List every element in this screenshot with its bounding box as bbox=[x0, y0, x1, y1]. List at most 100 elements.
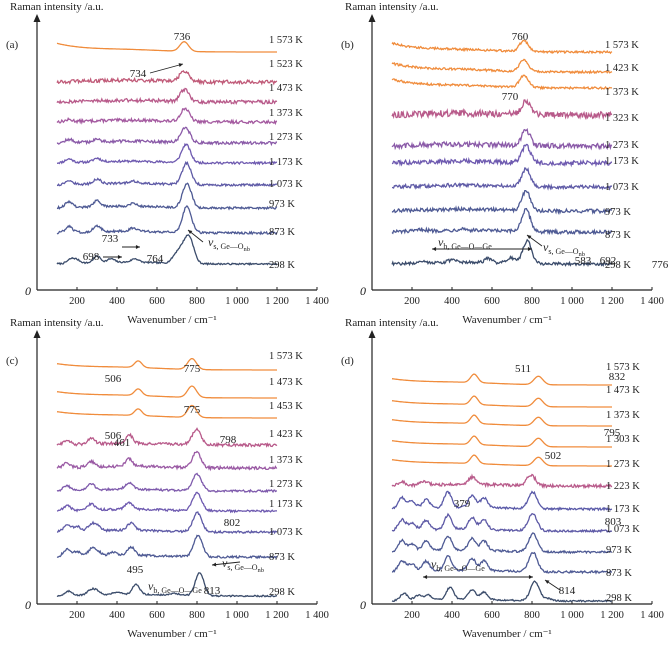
y-origin-label: 0 bbox=[25, 284, 31, 298]
peak-label: 734 bbox=[130, 68, 147, 80]
vibration-mode-label: νs, Ge—Onb bbox=[208, 235, 250, 253]
spectrum-line bbox=[391, 238, 613, 268]
spectrum-line bbox=[56, 233, 278, 267]
spectrum-line bbox=[391, 98, 613, 121]
mode-symbol: ν bbox=[222, 556, 228, 570]
temperature-label: 1 173 K bbox=[605, 156, 639, 167]
temperature-label: 1 373 K bbox=[269, 108, 303, 119]
x-tick-label: 600 bbox=[149, 296, 165, 307]
vibration-mode-label: νb, Ge—O—Ge bbox=[438, 235, 492, 251]
spectrum-line bbox=[391, 454, 612, 467]
annotation-arrowhead bbox=[527, 247, 532, 251]
temperature-label: 298 K bbox=[605, 260, 631, 271]
spectrum-line bbox=[56, 511, 278, 535]
peak-label: 461 bbox=[114, 437, 131, 449]
x-tick-label: 800 bbox=[189, 610, 205, 621]
temperature-label: 298 K bbox=[606, 593, 632, 604]
temperature-label: 1 373 K bbox=[606, 410, 640, 421]
annotation-arrowhead bbox=[527, 235, 532, 239]
temperature-label: 1 223 K bbox=[606, 481, 640, 492]
mode-subscript: b, Ge—O—Ge bbox=[153, 586, 202, 595]
spectrum-line bbox=[56, 450, 278, 472]
spectrum-line bbox=[56, 126, 278, 147]
peak-label: 776 bbox=[652, 259, 668, 271]
temperature-label: 1 523 K bbox=[269, 59, 303, 70]
x-tick-label: 200 bbox=[404, 296, 420, 307]
x-tick-label: 200 bbox=[69, 296, 85, 307]
temperature-label: 1 073 K bbox=[269, 527, 303, 538]
mode-symbol: ν bbox=[208, 235, 214, 249]
x-tick-label: 1 200 bbox=[600, 296, 624, 307]
peak-label: 775 bbox=[184, 363, 201, 375]
y-axis-arrow bbox=[33, 14, 41, 22]
x-axis-title: Wavenumber / cm⁻¹ bbox=[127, 314, 216, 326]
peak-label: 511 bbox=[515, 363, 531, 375]
annotation-arrowhead bbox=[117, 255, 122, 259]
temperature-label: 873 K bbox=[269, 552, 295, 563]
temperature-label: 1 273 K bbox=[606, 459, 640, 470]
x-tick-label: 1 200 bbox=[265, 296, 289, 307]
x-axis-title: Wavenumber / cm⁻¹ bbox=[127, 628, 216, 640]
x-tick-label: 1 200 bbox=[600, 610, 624, 621]
mode-subscript: b, Ge—O—Ge bbox=[443, 242, 492, 251]
x-tick-label: 600 bbox=[149, 610, 165, 621]
temperature-label: 973 K bbox=[605, 207, 631, 218]
peak-label: 495 bbox=[127, 564, 144, 576]
spectrum-line bbox=[391, 167, 613, 191]
peak-label: 506 bbox=[105, 430, 122, 442]
spectrum-line bbox=[56, 69, 278, 86]
x-tick-label: 1 400 bbox=[305, 296, 329, 307]
panel-label: (a) bbox=[6, 39, 19, 51]
spectrum-line bbox=[391, 395, 612, 408]
spectrum-line bbox=[391, 189, 613, 215]
spectrum-line bbox=[391, 512, 613, 534]
vibration-mode-label: νb, Ge—O—Ge bbox=[148, 579, 202, 595]
temperature-label: 1 423 K bbox=[269, 429, 303, 440]
temperature-label: 1 573 K bbox=[605, 40, 639, 51]
temperature-label: 1 273 K bbox=[269, 479, 303, 490]
spectrum-line bbox=[391, 143, 612, 168]
spectrum-line bbox=[391, 74, 613, 91]
temperature-label: 1 373 K bbox=[269, 455, 303, 466]
mode-subscript: s, Ge—O bbox=[213, 242, 243, 251]
temperature-label: 873 K bbox=[606, 568, 632, 579]
spectrum-line bbox=[391, 580, 613, 603]
spectrum-line bbox=[391, 207, 613, 236]
temperature-label: 1 473 K bbox=[269, 83, 303, 94]
spectrum-line bbox=[391, 39, 613, 55]
temperature-label: 1 473 K bbox=[606, 385, 640, 396]
temperature-label: 298 K bbox=[269, 260, 295, 271]
vibration-mode-label: νb, Ge—O—Ge bbox=[431, 557, 485, 573]
peak-label: 813 bbox=[204, 585, 221, 597]
x-tick-label: 1 000 bbox=[225, 296, 249, 307]
peak-label: 802 bbox=[224, 517, 241, 529]
x-tick-label: 400 bbox=[444, 610, 460, 621]
temperature-label: 1 073 K bbox=[606, 524, 640, 535]
spectrum-line bbox=[56, 205, 278, 236]
peak-label: 803 bbox=[605, 516, 622, 528]
annotation-arrowhead bbox=[545, 580, 550, 584]
mode-subsubscript: nb bbox=[258, 567, 265, 574]
panel-label: (b) bbox=[341, 39, 354, 51]
spectrum-line bbox=[391, 473, 613, 490]
temperature-label: 873 K bbox=[269, 227, 295, 238]
spectrum-line bbox=[56, 404, 277, 419]
temperature-label: 1 323 K bbox=[605, 113, 639, 124]
y-axis-title: Raman intensity /a.u. bbox=[10, 317, 104, 329]
annotation-arrowhead bbox=[212, 562, 217, 567]
peak-label: 736 bbox=[174, 31, 191, 43]
mode-subscript: b, Ge—O—Ge bbox=[436, 564, 485, 573]
x-tick-label: 400 bbox=[109, 610, 125, 621]
temperature-label: 1 173 K bbox=[606, 504, 640, 515]
temperature-label: 873 K bbox=[605, 230, 631, 241]
annotation-arrow bbox=[211, 561, 241, 566]
peak-label: 379 bbox=[454, 498, 471, 510]
annotation-arrowhead bbox=[188, 230, 193, 235]
y-axis-title: Raman intensity /a.u. bbox=[10, 1, 104, 13]
mode-subsubscript: nb bbox=[579, 251, 586, 258]
temperature-label: 1 373 K bbox=[605, 87, 639, 98]
x-tick-label: 1 000 bbox=[560, 296, 584, 307]
x-tick-label: 600 bbox=[484, 296, 500, 307]
y-axis-title: Raman intensity /a.u. bbox=[345, 1, 439, 13]
